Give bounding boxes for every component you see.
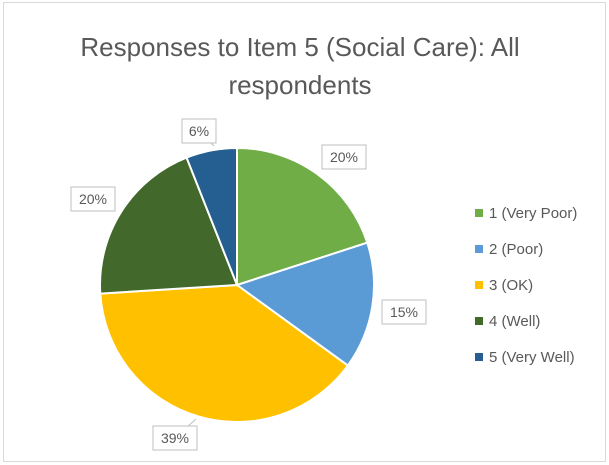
legend-label: 3 (OK) [489, 276, 534, 294]
data-label-well: 20% [70, 186, 116, 212]
data-label-very-poor: 20% [321, 144, 367, 170]
legend-swatch [475, 245, 483, 253]
legend-swatch [475, 209, 483, 217]
data-label-text: 20% [330, 149, 358, 165]
legend-item-very-well: 5 (Very Well) [475, 348, 577, 366]
legend-item-poor: 2 (Poor) [475, 240, 577, 258]
legend-item-very-poor: 1 (Very Poor) [475, 204, 577, 222]
pie-slice-well [99, 156, 239, 295]
data-label-box [181, 118, 217, 144]
data-label-text: 20% [79, 191, 107, 207]
legend-swatch [475, 281, 483, 289]
data-label-box [381, 299, 427, 325]
legend-swatch [475, 353, 483, 361]
legend-label: 5 (Very Well) [489, 348, 575, 366]
data-label-text: 39% [161, 430, 189, 446]
legend-item-well: 4 (Well) [475, 312, 577, 330]
legend-label: 4 (Well) [489, 312, 541, 330]
data-label-box [152, 425, 198, 451]
legend-item-ok: 3 (OK) [475, 276, 577, 294]
legend: 1 (Very Poor) 2 (Poor) 3 (OK) 4 (Well) 5… [475, 204, 577, 384]
legend-label: 2 (Poor) [489, 240, 544, 258]
data-label-ok: 39% [152, 418, 198, 451]
pie-slice-very-poor [236, 146, 369, 287]
chart-title-line-1: Responses to Item 5 (Social Care): All [80, 32, 520, 62]
data-label-very-well: 6% [181, 118, 217, 147]
legend-swatch [475, 317, 483, 325]
pie-slice-very-well [185, 146, 238, 286]
data-label-box [70, 186, 116, 212]
chart-title: Responses to Item 5 (Social Care): All r… [0, 28, 600, 104]
pie-slice-poor [234, 241, 375, 367]
pie-slice-ok [99, 283, 350, 423]
chart-title-line-2: respondents [228, 70, 372, 100]
data-label-text: 6% [189, 123, 209, 139]
data-label-text: 15% [390, 304, 418, 320]
legend-label: 1 (Very Poor) [489, 204, 578, 222]
data-label-box [321, 144, 367, 170]
data-label-poor: 15% [381, 299, 427, 325]
